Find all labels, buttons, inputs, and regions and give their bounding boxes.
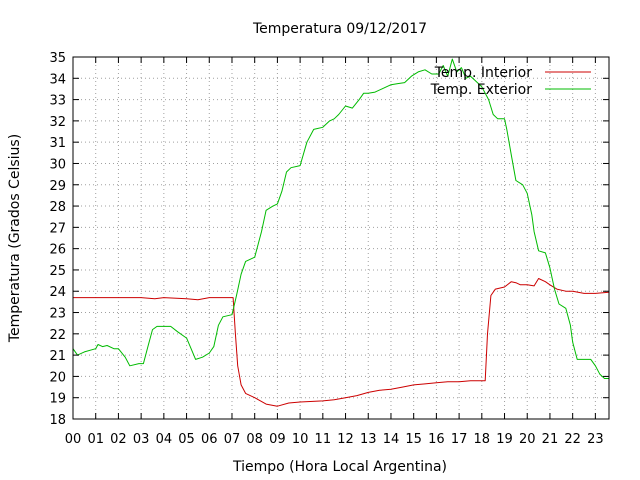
x-tick-label: 11 <box>315 432 332 447</box>
x-tick-label: 10 <box>292 432 309 447</box>
y-tick-label: 33 <box>49 94 66 109</box>
y-axis-title: Temperatura (Grados Celsius) <box>7 134 23 343</box>
x-tick-label: 16 <box>428 432 445 447</box>
y-tick-label: 35 <box>49 51 66 66</box>
x-tick-label: 04 <box>156 432 173 447</box>
series-layer <box>72 58 610 407</box>
y-tick-label: 34 <box>49 72 66 87</box>
y-tick-label: 26 <box>49 243 66 258</box>
y-tick-label: 24 <box>49 285 66 300</box>
y-tick-label: 28 <box>49 200 66 215</box>
y-tick-label: 18 <box>49 413 66 428</box>
y-axis: 18 19 20 21 22 23 24 25 26 27 28 29 30 31 32 33 34 35 <box>49 51 609 428</box>
x-tick-label: 15 <box>405 432 422 447</box>
y-tick-label: 22 <box>49 328 66 343</box>
x-tick-label: 01 <box>87 432 104 447</box>
x-axis: 00 01 02 03 04 05 06 07 08 09 10 11 12 13 14 15 16 17 18 19… <box>65 57 604 447</box>
x-tick-label: 00 <box>65 432 82 447</box>
x-tick-label: 18 <box>474 432 491 447</box>
grid <box>73 57 609 419</box>
x-tick-label: 23 <box>587 432 604 447</box>
x-tick-label: 17 <box>451 432 468 447</box>
legend-label: Temp. Exterior <box>430 82 533 98</box>
x-tick-label: 20 <box>519 432 536 447</box>
series-line-exterior <box>72 58 609 379</box>
x-tick-label: 02 <box>110 432 127 447</box>
x-tick-label: 19 <box>496 432 513 447</box>
y-tick-label: 19 <box>49 392 66 407</box>
x-tick-label: 13 <box>360 432 377 447</box>
x-axis-title: Tiempo (Hora Local Argentina) <box>232 459 447 475</box>
y-tick-label: 25 <box>49 264 66 279</box>
x-tick-label: 07 <box>224 432 241 447</box>
x-tick-label: 14 <box>383 432 400 447</box>
x-tick-label: 22 <box>564 432 581 447</box>
y-tick-label: 30 <box>49 157 66 172</box>
x-tick-label: 08 <box>246 432 263 447</box>
y-tick-label: 31 <box>49 136 66 151</box>
y-tick-label: 29 <box>49 179 66 194</box>
x-tick-label: 03 <box>133 432 150 447</box>
y-tick-label: 23 <box>49 307 66 322</box>
x-tick-label: 09 <box>269 432 286 447</box>
plot-frame <box>72 56 610 420</box>
legend-label: Temp. Interior <box>434 65 533 81</box>
y-tick-label: 20 <box>49 370 66 385</box>
series-line-interior <box>73 278 610 407</box>
x-tick-label: 05 <box>178 432 195 447</box>
y-tick-label: 27 <box>49 221 66 236</box>
x-tick-label: 21 <box>542 432 559 447</box>
chart-title: Temperatura 09/12/2017 <box>252 21 427 37</box>
x-tick-label: 12 <box>337 432 354 447</box>
y-tick-label: 32 <box>49 115 66 130</box>
y-tick-label: 21 <box>49 349 66 364</box>
x-tick-label: 06 <box>201 432 218 447</box>
